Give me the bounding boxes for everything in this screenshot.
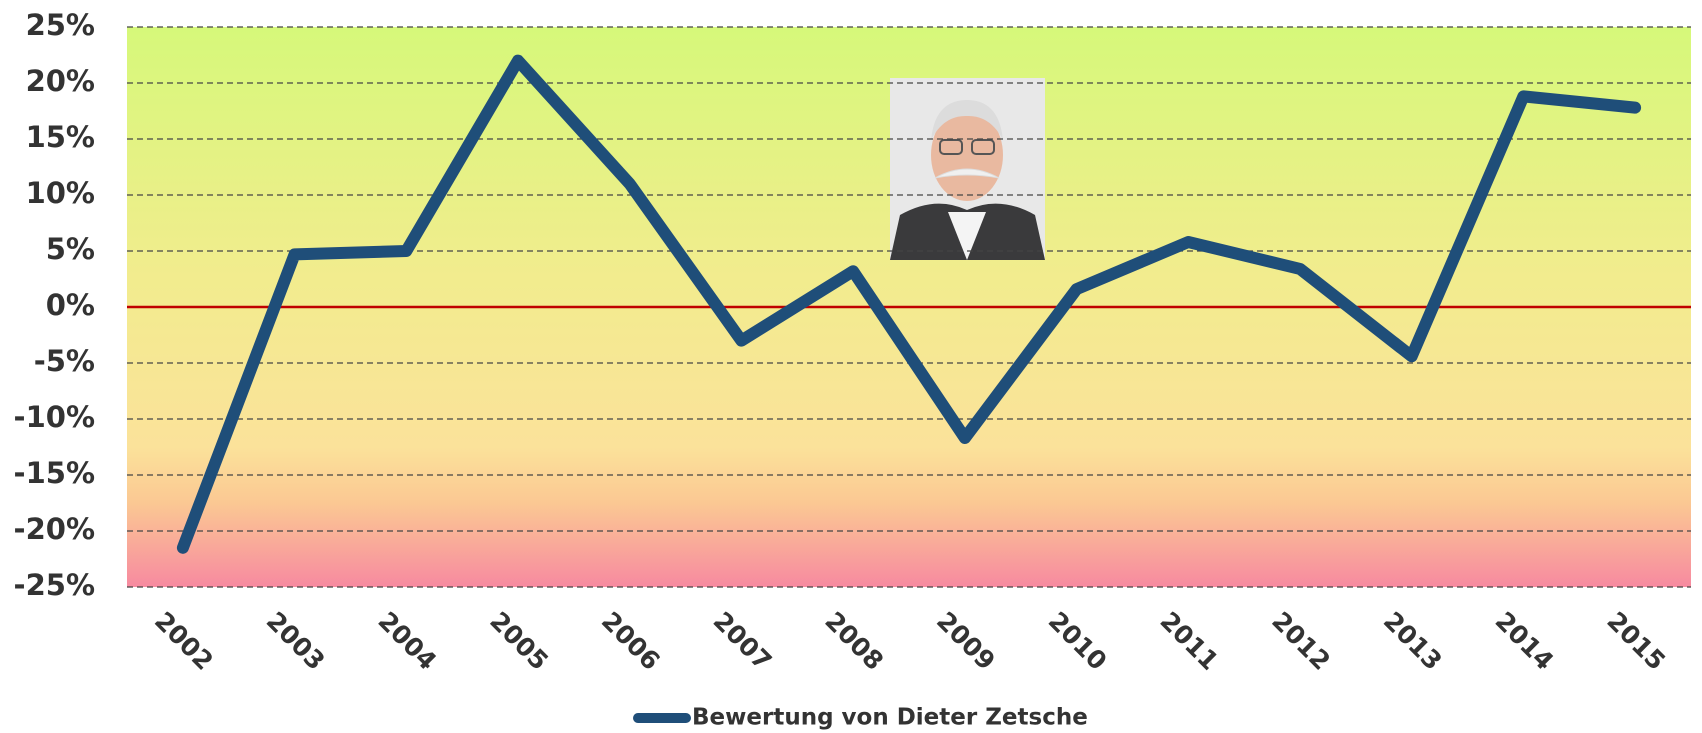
x-tick-label: 2015 — [1601, 606, 1671, 676]
y-tick-label: 25% — [26, 8, 95, 42]
y-tick-label: -15% — [14, 456, 95, 490]
y-tick-label: 0% — [46, 288, 95, 322]
x-tick-label: 2009 — [931, 606, 1001, 676]
x-tick-label: 2014 — [1490, 606, 1560, 676]
y-tick-label: -10% — [14, 400, 95, 434]
x-tick-label: 2004 — [372, 606, 442, 676]
x-tick-label: 2010 — [1043, 606, 1113, 676]
y-tick-label: -5% — [34, 344, 95, 378]
x-tick-label: 2013 — [1378, 606, 1448, 676]
y-tick-label: 5% — [46, 232, 95, 266]
x-tick-label: 2011 — [1154, 606, 1224, 676]
x-tick-label: 2003 — [261, 606, 331, 676]
y-tick-label: -20% — [14, 512, 95, 546]
x-tick-label: 2006 — [596, 606, 666, 676]
portrait — [890, 78, 1045, 260]
x-tick-label: 2005 — [484, 606, 554, 676]
x-tick-label: 2002 — [149, 606, 219, 676]
legend-label: Bewertung von Dieter Zetsche — [692, 705, 1088, 731]
y-tick-label: 10% — [26, 176, 95, 210]
x-tick-label: 2012 — [1266, 606, 1336, 676]
y-tick-label: -25% — [14, 568, 95, 602]
y-tick-label: 15% — [26, 120, 95, 154]
x-tick-label: 2007 — [708, 606, 778, 676]
y-tick-label: 20% — [26, 64, 95, 98]
x-tick-label: 2008 — [819, 606, 889, 676]
chart: -25% -20% -15% -10% -5% 0% 5% 10% 15% 20% 25% 2002 2… — [0, 0, 1702, 733]
